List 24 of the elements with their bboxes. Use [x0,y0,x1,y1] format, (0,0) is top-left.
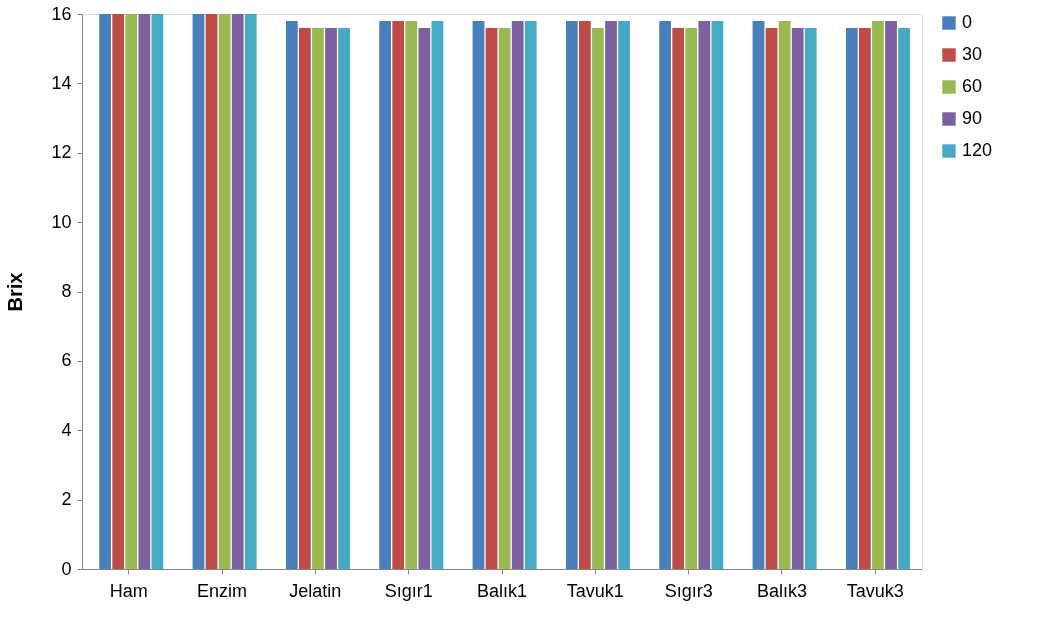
x-tick-label: Jelatin [289,580,342,601]
y-tick-label: 8 [61,281,72,301]
legend-label: 30 [962,44,983,64]
legend-label: 120 [962,140,993,160]
x-tick-label: Tavuk3 [846,580,904,601]
x-tick-label: Enzim [196,580,248,601]
legend-label: 60 [962,76,983,96]
legend-label: 90 [962,108,983,128]
legend-label: 0 [962,12,973,32]
x-tick-label: Sıgır1 [384,580,433,601]
y-tick-label: 12 [51,142,72,163]
y-tick-label: 14 [51,72,72,93]
y-tick-label: 10 [51,211,72,232]
x-tick-label: Balık3 [756,580,808,601]
y-tick-label: 4 [61,419,72,440]
y-tick-label: 16 [51,3,72,24]
y-tick-label: 6 [61,350,72,371]
x-tick-label: Sıgır3 [664,580,713,601]
x-tick-label: Tavuk1 [566,580,624,601]
x-tick-label: Balık1 [476,580,528,601]
x-tick-label: Ham [109,580,148,601]
y-tick-label: 2 [61,489,72,510]
y-axis-title: Brix [4,272,27,312]
y-tick-label: 0 [61,558,72,579]
